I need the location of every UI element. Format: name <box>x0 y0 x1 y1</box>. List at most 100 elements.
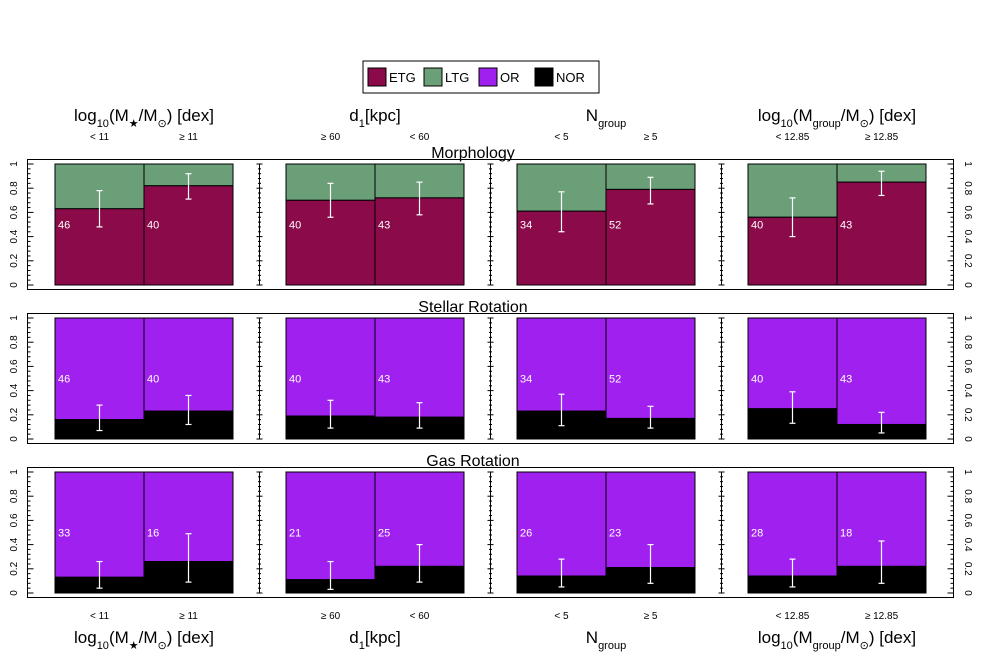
ytick-right-0-4: 0.8 <box>962 181 973 195</box>
row-frame-1 <box>27 313 954 444</box>
panel-1-0: 46 40 <box>27 317 234 440</box>
error-bar-0-2-1 <box>647 176 654 205</box>
ytick-right-0-5: 1 <box>962 161 973 167</box>
ytick-left-0-0: 0 <box>9 282 20 288</box>
error-bar-0-0-1 <box>185 173 192 200</box>
ytick-right-1-3: 0.6 <box>962 359 973 373</box>
top-bin-label-3-1: ≥ 12.85 <box>865 132 899 143</box>
ytick-left-0-1: 0.2 <box>9 253 20 267</box>
ytick-right-1-2: 0.4 <box>962 384 973 398</box>
panel-outline-2-0 <box>54 471 234 594</box>
panel-0-2: 34 52 <box>487 163 696 286</box>
legend-swatch-ltg <box>423 67 443 87</box>
panel-outline-1-2 <box>516 317 696 440</box>
count-label-2-3-1: 18 <box>840 528 852 540</box>
ytick-left-2-3: 0.6 <box>9 513 20 527</box>
panel-0-1: 40 43 <box>256 163 465 286</box>
panel-1-2: 34 52 <box>487 317 696 440</box>
legend-label-etg: ETG <box>389 70 416 85</box>
count-label-0-0-1: 40 <box>147 220 159 232</box>
count-label-1-0-1: 40 <box>147 374 159 386</box>
error-bar-0-1-1 <box>416 181 423 216</box>
top-title-0: log10(M★/M⊙) [dex] <box>74 106 214 130</box>
count-label-0-0-0: 46 <box>58 220 70 232</box>
legend-swatch-nor <box>534 67 554 87</box>
ytick-left-2-5: 1 <box>9 469 20 475</box>
bottom-bin-label-0-0: < 11 <box>90 611 109 622</box>
error-bar-1-1-1 <box>416 402 423 429</box>
bottom-bin-label-1-0: ≥ 60 <box>321 611 341 622</box>
ytick-left-1-3: 0.6 <box>9 359 20 373</box>
error-bar-2-2-1 <box>647 543 654 584</box>
count-label-1-0-0: 46 <box>58 374 70 386</box>
ytick-right-0-1: 0.2 <box>962 254 973 268</box>
ytick-right-0-3: 0.6 <box>962 205 973 219</box>
ytick-left-2-2: 0.4 <box>9 537 20 551</box>
row-title-1: Stellar Rotation <box>418 299 527 316</box>
ytick-right-1-1: 0.2 <box>962 408 973 422</box>
ytick-right-2-2: 0.4 <box>962 538 973 552</box>
count-label-2-1-1: 25 <box>378 528 390 540</box>
bottom-title-3: log10(Mgroup/M⊙) [dex] <box>758 628 916 652</box>
top-column-titles: log10(M★/M⊙) [dex] < 11 ≥ 11 d1[kpc] ≥ 60 < 6… <box>74 106 916 143</box>
error-bar-2-3-1 <box>878 540 885 584</box>
error-bar-2-2-0 <box>558 558 565 588</box>
top-title-2: Ngroup <box>586 106 626 130</box>
panel-2-0: 33 16 <box>27 471 234 594</box>
row-2: Gas Rotation 0 0 0.2 0.2 0.4 0.4 0.6 0.6 0.8 0.8 1 1… <box>9 453 973 598</box>
panel-1-3: 40 43 <box>718 317 954 440</box>
count-label-2-1-0: 21 <box>289 528 301 540</box>
ytick-right-1-0: 0 <box>962 436 973 442</box>
row-title-0: Morphology <box>431 145 515 162</box>
top-bin-label-1-1: < 60 <box>410 132 430 143</box>
bar-etg-0-0-1 <box>143 185 234 286</box>
ytick-right-2-3: 0.6 <box>962 513 973 527</box>
ytick-left-1-1: 0.2 <box>9 407 20 421</box>
panel-outline-0-2 <box>516 163 696 286</box>
bottom-bin-label-3-0: < 12.85 <box>776 611 810 622</box>
count-label-1-1-1: 43 <box>378 374 390 386</box>
bottom-title-2: Ngroup <box>586 628 626 652</box>
top-bin-label-3-0: < 12.85 <box>776 132 810 143</box>
top-bin-label-2-1: ≥ 5 <box>644 132 658 143</box>
panel-1-1: 40 43 <box>256 317 465 440</box>
ytick-right-2-0: 0 <box>962 590 973 596</box>
panel-2-3: 28 18 <box>718 471 954 594</box>
error-bar-2-0-0 <box>96 560 103 589</box>
panel-outline-0-1 <box>285 163 465 286</box>
row-1: Stellar Rotation 0 0 0.2 0.2 0.4 0.4 0.6 0.6 0.8 0… <box>9 299 973 444</box>
ytick-left-2-1: 0.2 <box>9 561 20 575</box>
row-title-2: Gas Rotation <box>426 453 519 470</box>
error-bar-1-3-1 <box>878 411 885 434</box>
count-label-2-0-0: 33 <box>58 528 70 540</box>
panel-outline-1-0 <box>54 317 234 440</box>
row-frame-0 <box>27 159 954 290</box>
error-bar-1-0-0 <box>96 404 103 432</box>
error-bar-0-1-0 <box>327 182 334 218</box>
count-label-0-2-1: 52 <box>609 220 621 232</box>
ytick-left-0-3: 0.6 <box>9 205 20 219</box>
ytick-right-0-0: 0 <box>962 282 973 288</box>
top-bin-label-0-1: ≥ 11 <box>179 132 198 143</box>
legend-swatch-etg <box>367 67 387 87</box>
count-label-1-3-0: 40 <box>751 374 763 386</box>
bottom-bin-label-3-1: ≥ 12.85 <box>865 611 899 622</box>
legend-label-or: OR <box>500 70 520 85</box>
bar-or-2-0-0 <box>54 471 145 578</box>
panel-0-0: 46 40 <box>27 163 234 286</box>
error-bar-0-3-1 <box>878 170 885 197</box>
panel-outline-1-3 <box>747 317 927 440</box>
panel-2-1: 21 25 <box>256 471 465 594</box>
ytick-left-2-0: 0 <box>9 590 20 596</box>
count-label-1-2-0: 34 <box>520 374 532 386</box>
error-bar-2-0-1 <box>185 533 192 583</box>
ytick-right-2-4: 0.8 <box>962 489 973 503</box>
count-label-0-1-1: 43 <box>378 220 390 232</box>
bar-or-1-3-1 <box>836 317 927 425</box>
ytick-left-0-2: 0.4 <box>9 229 20 243</box>
ytick-right-2-1: 0.2 <box>962 562 973 576</box>
panel-outline-2-2 <box>516 471 696 594</box>
legend-label-ltg: LTG <box>445 70 469 85</box>
error-bar-0-2-0 <box>558 191 565 233</box>
count-label-1-3-1: 43 <box>840 374 852 386</box>
